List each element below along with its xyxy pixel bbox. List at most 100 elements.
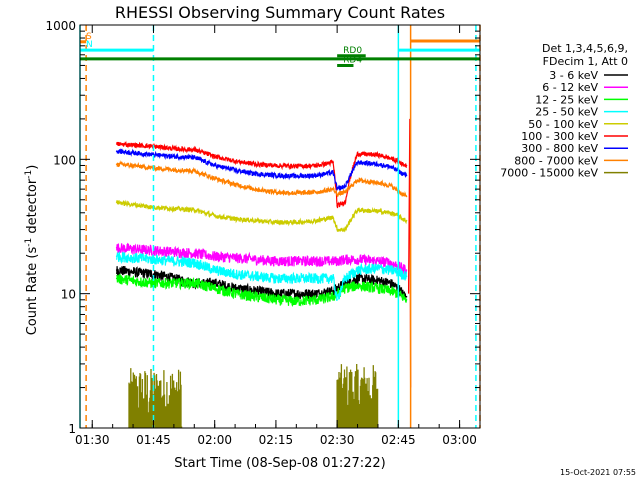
series-5-point-8 bbox=[275, 164, 277, 167]
series-3-point-15 bbox=[377, 267, 379, 269]
series-0-point-15 bbox=[377, 279, 379, 282]
series-6-point-18 bbox=[401, 173, 404, 175]
y-tick-label-1: 10 bbox=[61, 288, 76, 302]
series-3-point-1 bbox=[132, 257, 134, 259]
series-0-point-13 bbox=[344, 282, 347, 284]
series-5-point-1 bbox=[132, 144, 134, 146]
olive-noise-block-0 bbox=[128, 368, 183, 428]
series-0-point-12 bbox=[336, 287, 338, 289]
series-7-point-14 bbox=[356, 179, 359, 181]
series-6-point-9 bbox=[295, 175, 298, 177]
series-3-point-3 bbox=[173, 260, 175, 262]
series-2-point-15 bbox=[377, 287, 379, 289]
x-axis-label: Start Time (08-Sep-08 01:27:22) bbox=[174, 456, 385, 471]
series-2-point-9 bbox=[295, 300, 298, 302]
series-5-point-5 bbox=[213, 155, 216, 158]
series-5-point-18 bbox=[401, 163, 404, 165]
legend-label-1: 6 - 12 keV bbox=[542, 81, 598, 94]
series-0-point-2 bbox=[152, 273, 155, 275]
series-6-point-13 bbox=[344, 185, 347, 188]
series-1-point-19 bbox=[405, 269, 408, 271]
svg-text:Count Rate (s-1 detector-1): Count Rate (s-1 detector-1) bbox=[24, 165, 40, 336]
y-axis-label: Count Rate (s-1 detector-1) bbox=[24, 165, 40, 336]
series-6-point-7 bbox=[254, 173, 257, 175]
series-6-point-12 bbox=[336, 188, 338, 190]
series-5-point-13 bbox=[344, 201, 347, 203]
series-7-point-3 bbox=[173, 168, 175, 171]
x-tick-label-3: 02:15 bbox=[259, 433, 294, 447]
series-line-1 bbox=[116, 242, 407, 275]
series-3-point-5 bbox=[213, 269, 216, 271]
state-bar-label-3: RD0 bbox=[343, 46, 362, 56]
series-7-point-1 bbox=[132, 164, 134, 167]
series-4-point-8 bbox=[275, 221, 277, 224]
series-1-point-10 bbox=[315, 260, 318, 262]
series-7-point-7 bbox=[254, 188, 257, 190]
series-2-point-6 bbox=[234, 292, 236, 295]
series-1-point-1 bbox=[132, 248, 134, 250]
series-3-point-4 bbox=[193, 261, 196, 264]
series-1-point-6 bbox=[234, 257, 236, 259]
series-2-point-0 bbox=[115, 277, 118, 280]
series-3-point-11 bbox=[332, 277, 334, 280]
series-line-4 bbox=[116, 199, 407, 233]
series-7-point-0 bbox=[115, 163, 118, 165]
legend-header-1: FDecim 1, Att 0 bbox=[543, 55, 628, 68]
olive-noise-block-1 bbox=[336, 364, 379, 428]
series-6-point-6 bbox=[234, 169, 236, 171]
series-2-point-14 bbox=[356, 284, 359, 287]
legend-label-5: 100 - 300 keV bbox=[521, 130, 598, 143]
y-axis-label-main: Count Rate (s bbox=[25, 247, 40, 336]
x-tick-label-6: 03:00 bbox=[442, 433, 477, 447]
series-7-point-11 bbox=[332, 188, 334, 190]
series-1-point-16 bbox=[389, 261, 392, 264]
series-0-point-6 bbox=[234, 287, 236, 289]
series-1-point-4 bbox=[193, 252, 196, 254]
series-0-point-8 bbox=[275, 292, 277, 295]
series-1-point-0 bbox=[115, 246, 118, 249]
y-tick-label-0: 1 bbox=[68, 422, 76, 436]
legend: Det 1,3,4,5,6,9,FDecim 1, Att 03 - 6 keV… bbox=[500, 42, 628, 180]
series-5-point-11 bbox=[332, 161, 334, 164]
series-7-point-6 bbox=[234, 183, 236, 186]
series-1-point-9 bbox=[295, 260, 298, 262]
series-3-point-13 bbox=[344, 277, 347, 280]
series-line-0 bbox=[116, 265, 407, 302]
y-axis-label-sup1: -1 bbox=[24, 238, 34, 247]
series-7-point-4 bbox=[193, 170, 196, 172]
series-6-point-4 bbox=[193, 156, 196, 159]
x-tick-label-1: 01:45 bbox=[136, 433, 171, 447]
series-1-point-3 bbox=[173, 251, 175, 253]
series-5-point-10 bbox=[315, 164, 318, 167]
series-6-point-8 bbox=[275, 174, 277, 177]
series-1-point-5 bbox=[213, 255, 216, 257]
series-2-point-1 bbox=[132, 279, 134, 282]
series-line-6 bbox=[116, 148, 407, 192]
series-4-point-10 bbox=[315, 219, 318, 222]
series-2-point-19 bbox=[405, 299, 408, 301]
state-bar-label-1: N bbox=[86, 40, 93, 50]
legend-label-6: 300 - 800 keV bbox=[521, 142, 598, 155]
y-axis-label-mid: detector bbox=[25, 178, 40, 238]
y-axis-label-sup2: -1 bbox=[24, 170, 34, 179]
series-7-point-15 bbox=[377, 181, 379, 184]
series-4-point-7 bbox=[254, 219, 257, 222]
series-5-point-16 bbox=[389, 157, 392, 159]
series-2-point-5 bbox=[213, 287, 216, 289]
series-2-point-2 bbox=[152, 282, 155, 284]
x-tick-label-2: 02:00 bbox=[197, 433, 232, 447]
series-1-point-11 bbox=[332, 260, 334, 262]
legend-label-7: 800 - 7000 keV bbox=[514, 154, 598, 167]
series-5-point-3 bbox=[173, 147, 175, 150]
series-7-point-10 bbox=[315, 191, 318, 193]
series-3-point-12 bbox=[336, 299, 338, 301]
series-3-point-16 bbox=[389, 269, 392, 271]
series-3-point-7 bbox=[254, 275, 257, 278]
series-6-point-3 bbox=[173, 155, 175, 158]
series-2-point-10 bbox=[315, 299, 318, 301]
series-4-point-19 bbox=[405, 219, 408, 222]
series-7-point-5 bbox=[213, 177, 216, 180]
series-3-point-14 bbox=[356, 269, 359, 271]
legend-label-8: 7000 - 15000 keV bbox=[500, 167, 598, 180]
